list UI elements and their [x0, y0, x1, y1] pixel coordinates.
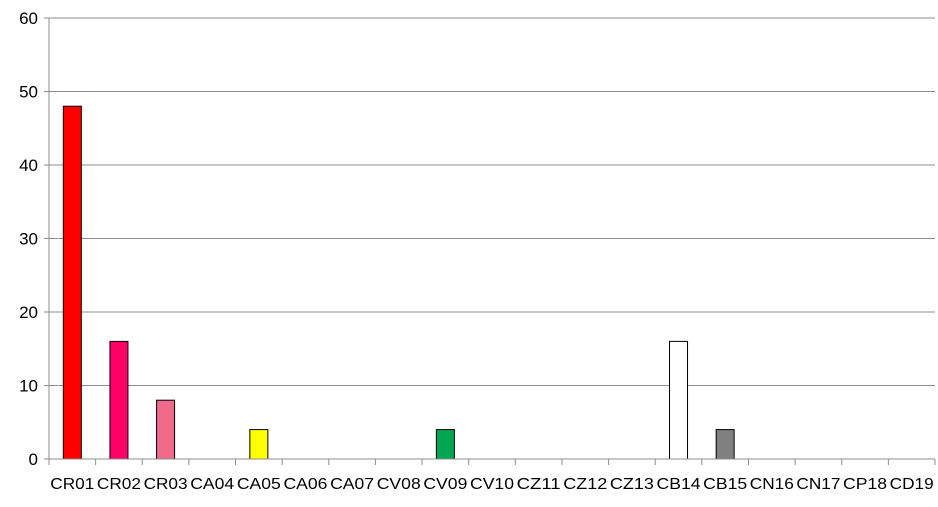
x-tick-label: CV10 [470, 476, 514, 493]
x-tick-label: CN16 [750, 476, 794, 493]
x-tick-label: CZ13 [610, 476, 654, 493]
x-tick-label: CB14 [657, 476, 701, 493]
gridlines [49, 17, 935, 386]
x-tick-label: CZ12 [563, 476, 607, 493]
x-tick-label: CZ11 [517, 476, 561, 493]
x-tick-label: CB15 [703, 476, 747, 493]
bars [62, 105, 735, 460]
y-tick-label: 60 [19, 9, 38, 28]
x-tick-label: CP18 [843, 476, 887, 493]
x-tick-label: CA06 [283, 476, 327, 493]
x-tick-label: CA05 [237, 476, 281, 493]
y-tick-label: 10 [19, 377, 38, 396]
y-tick-label: 50 [19, 83, 38, 102]
bar-CV09 [435, 429, 455, 460]
y-tick-label: 30 [19, 230, 38, 249]
bar-CA05 [249, 429, 269, 460]
y-tick-label: 40 [19, 156, 38, 175]
y-tick-labels: 0 10 20 30 40 50 60 [19, 9, 38, 469]
bar-CB14 [669, 340, 689, 460]
axes [44, 17, 936, 465]
x-tick-label: CR01 [50, 476, 94, 493]
x-tick-label: CA04 [190, 476, 234, 493]
bar-CR01 [62, 105, 82, 460]
bar-CR02 [109, 340, 129, 460]
x-tick-label: CR02 [97, 476, 141, 493]
x-tick-label: CN17 [796, 476, 840, 493]
x-tick-label: CV09 [423, 476, 467, 493]
y-tick-label: 20 [19, 303, 38, 322]
x-tick-label: CV08 [377, 476, 421, 493]
x-tick-label: CD19 [890, 476, 934, 493]
x-tick-label: CA07 [330, 476, 374, 493]
bar-CB15 [715, 429, 735, 460]
x-tick-label: CR03 [144, 476, 188, 493]
bar-CR03 [156, 399, 176, 460]
y-tick-label: 0 [29, 450, 38, 469]
x-tick-labels: CR01 CR02 CR03 CA04 CA05 CA06 CA07 CV08 CV09 CV10… [50, 476, 933, 493]
